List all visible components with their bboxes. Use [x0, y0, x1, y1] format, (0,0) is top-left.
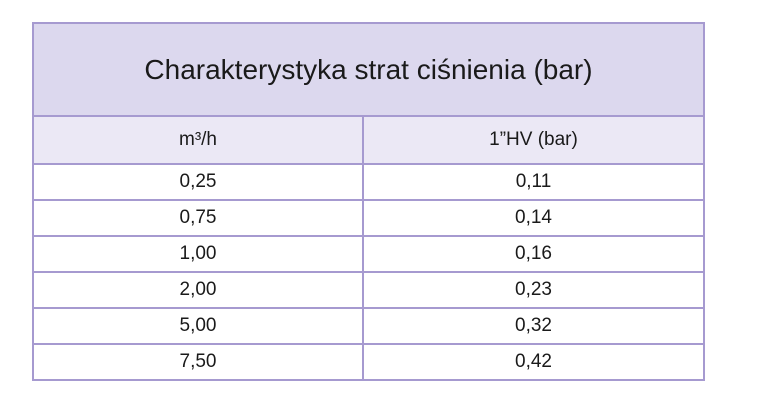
- data-row: 1,00 0,16: [32, 235, 705, 273]
- data-row: 0,75 0,14: [32, 199, 705, 237]
- pressure-table: Charakterystyka strat ciśnienia (bar) m³…: [32, 22, 705, 381]
- data-cell: 0,23: [362, 271, 705, 309]
- data-row: 5,00 0,32: [32, 307, 705, 345]
- data-cell: 0,75: [32, 199, 364, 237]
- data-cell: 2,00: [32, 271, 364, 309]
- data-cell: 0,14: [362, 199, 705, 237]
- table-container: Charakterystyka strat ciśnienia (bar) m³…: [32, 22, 705, 381]
- data-cell: 0,11: [362, 163, 705, 201]
- data-cell: 0,25: [32, 163, 364, 201]
- data-cell: 5,00: [32, 307, 364, 345]
- header-cell: m³/h: [32, 115, 364, 165]
- data-cell: 0,42: [362, 343, 705, 381]
- table-body: Charakterystyka strat ciśnienia (bar) m³…: [32, 22, 705, 381]
- header-row: m³/h 1”HV (bar): [32, 115, 705, 165]
- data-cell: 1,00: [32, 235, 364, 273]
- title-row: Charakterystyka strat ciśnienia (bar): [32, 22, 705, 117]
- data-cell: 0,16: [362, 235, 705, 273]
- data-cell: 0,32: [362, 307, 705, 345]
- data-row: 2,00 0,23: [32, 271, 705, 309]
- data-row: 0,25 0,11: [32, 163, 705, 201]
- table-title: Charakterystyka strat ciśnienia (bar): [32, 22, 705, 117]
- data-row: 7,50 0,42: [32, 343, 705, 381]
- data-cell: 7,50: [32, 343, 364, 381]
- header-cell: 1”HV (bar): [362, 115, 705, 165]
